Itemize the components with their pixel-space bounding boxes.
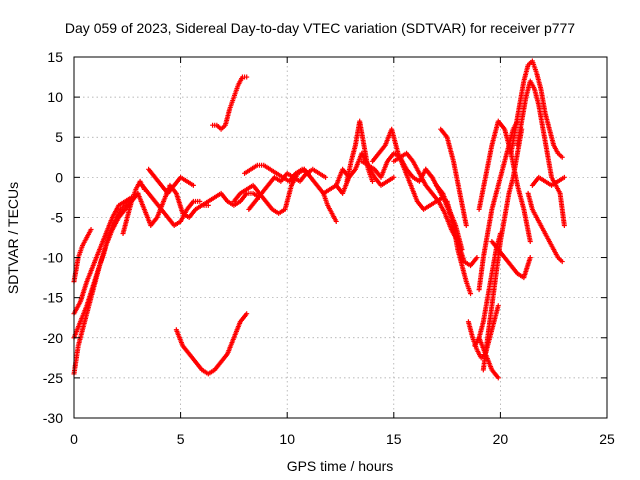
y-axis-label: SDTVAR / TECUs: [5, 182, 21, 294]
series-track-32: [489, 239, 533, 281]
grid: [74, 57, 607, 418]
y-tick-label: -30: [43, 410, 63, 426]
data-marks: [71, 58, 567, 381]
chart-title: Day 059 of 2023, Sidereal Day-to-day VTE…: [65, 20, 575, 36]
series-track-07: [139, 182, 203, 228]
x-axis-label: GPS time / hours: [287, 458, 394, 474]
y-tick-label: -25: [43, 370, 63, 386]
series-track-05: [120, 178, 147, 236]
series-track-30: [476, 335, 501, 381]
data-point: [559, 259, 565, 265]
x-tick-label: 0: [70, 431, 78, 447]
x-tick-label: 25: [599, 431, 615, 447]
data-point: [369, 178, 375, 184]
x-tick-label: 20: [493, 431, 509, 447]
data-point: [244, 311, 250, 317]
data-point: [463, 222, 469, 228]
series-track-35: [525, 190, 565, 265]
series-track-25: [444, 198, 474, 297]
series-track-10: [173, 311, 250, 377]
data-point: [495, 375, 501, 381]
y-tick-label: 5: [55, 129, 63, 145]
series-track-33: [508, 58, 565, 160]
y-tick-label: -5: [51, 209, 64, 225]
data-point: [88, 226, 94, 232]
data-point: [190, 182, 196, 188]
data-point: [244, 74, 250, 80]
data-point: [323, 174, 329, 180]
y-tick-label: -10: [43, 250, 63, 266]
data-point: [468, 291, 474, 297]
plot-frame: [73, 56, 608, 419]
series-track-20: [369, 126, 446, 212]
series-track-04: [71, 190, 141, 341]
data-point: [561, 174, 567, 180]
data-point: [333, 218, 339, 224]
y-tick-label: 0: [55, 169, 63, 185]
series-track-29: [480, 126, 525, 373]
data-point: [474, 255, 480, 261]
y-tick-label: -20: [43, 330, 63, 346]
data-point: [561, 222, 567, 228]
data-point: [559, 154, 565, 160]
data-point: [527, 255, 533, 261]
data-point: [197, 198, 203, 204]
series-track-09: [199, 190, 262, 208]
data-point: [495, 303, 501, 309]
series-track-08: [146, 166, 196, 196]
x-tick-label: 15: [386, 431, 402, 447]
series-track-02: [71, 194, 135, 317]
x-tick-label: 5: [177, 431, 185, 447]
series-track-14: [246, 166, 329, 212]
series-track-16: [320, 190, 339, 224]
series-track-36: [529, 174, 567, 188]
data-point: [459, 247, 465, 253]
y-tick-label: 10: [47, 89, 63, 105]
axis-ticks: 0 5 10 15 20 25 -30 -25 -20 -15 -10 -5 0 5 10 15: [43, 49, 615, 447]
data-point: [391, 174, 397, 180]
y-tick-label: -15: [43, 290, 63, 306]
series-track-24: [438, 126, 469, 228]
y-tick-label: 15: [47, 49, 63, 65]
series-track-11: [210, 74, 250, 132]
x-tick-label: 10: [279, 431, 295, 447]
data-point: [527, 239, 533, 245]
series-track-18: [344, 118, 375, 184]
